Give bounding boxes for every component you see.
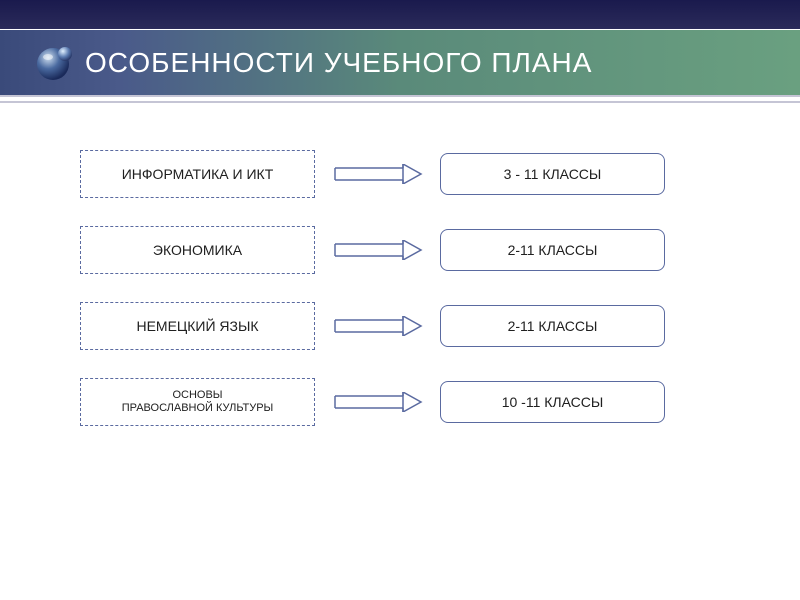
slide-header: ОСОБЕННОСТИ УЧЕБНОГО ПЛАНА — [0, 0, 800, 95]
diagram-row: ЭКОНОМИКА 2-11 КЛАССЫ — [80, 226, 750, 274]
arrow-icon — [330, 378, 425, 426]
subject-box: НЕМЕЦКИЙ ЯЗЫК — [80, 302, 315, 350]
grades-box: 2-11 КЛАССЫ — [440, 305, 665, 347]
grades-box: 3 - 11 КЛАССЫ — [440, 153, 665, 195]
grades-box: 2-11 КЛАССЫ — [440, 229, 665, 271]
header-underline — [0, 95, 800, 103]
grades-box: 10 -11 КЛАССЫ — [440, 381, 665, 423]
header-main-bar: ОСОБЕННОСТИ УЧЕБНОГО ПЛАНА — [0, 30, 800, 95]
subject-box: ОСНОВЫПРАВОСЛАВНОЙ КУЛЬТУРЫ — [80, 378, 315, 426]
slide-title: ОСОБЕННОСТИ УЧЕБНОГО ПЛАНА — [85, 47, 592, 79]
diagram-row: ОСНОВЫПРАВОСЛАВНОЙ КУЛЬТУРЫ 10 -11 КЛАСС… — [80, 378, 750, 426]
arrow-icon — [330, 150, 425, 198]
header-top-bar — [0, 0, 800, 30]
subject-box: ЭКОНОМИКА — [80, 226, 315, 274]
arrow-icon — [330, 226, 425, 274]
diagram-content: ИНФОРМАТИКА И ИКТ 3 - 11 КЛАССЫ ЭКОНОМИК… — [0, 95, 800, 426]
sphere-icon — [35, 42, 75, 82]
subject-box: ИНФОРМАТИКА И ИКТ — [80, 150, 315, 198]
diagram-row: ИНФОРМАТИКА И ИКТ 3 - 11 КЛАССЫ — [80, 150, 750, 198]
diagram-row: НЕМЕЦКИЙ ЯЗЫК 2-11 КЛАССЫ — [80, 302, 750, 350]
arrow-icon — [330, 302, 425, 350]
